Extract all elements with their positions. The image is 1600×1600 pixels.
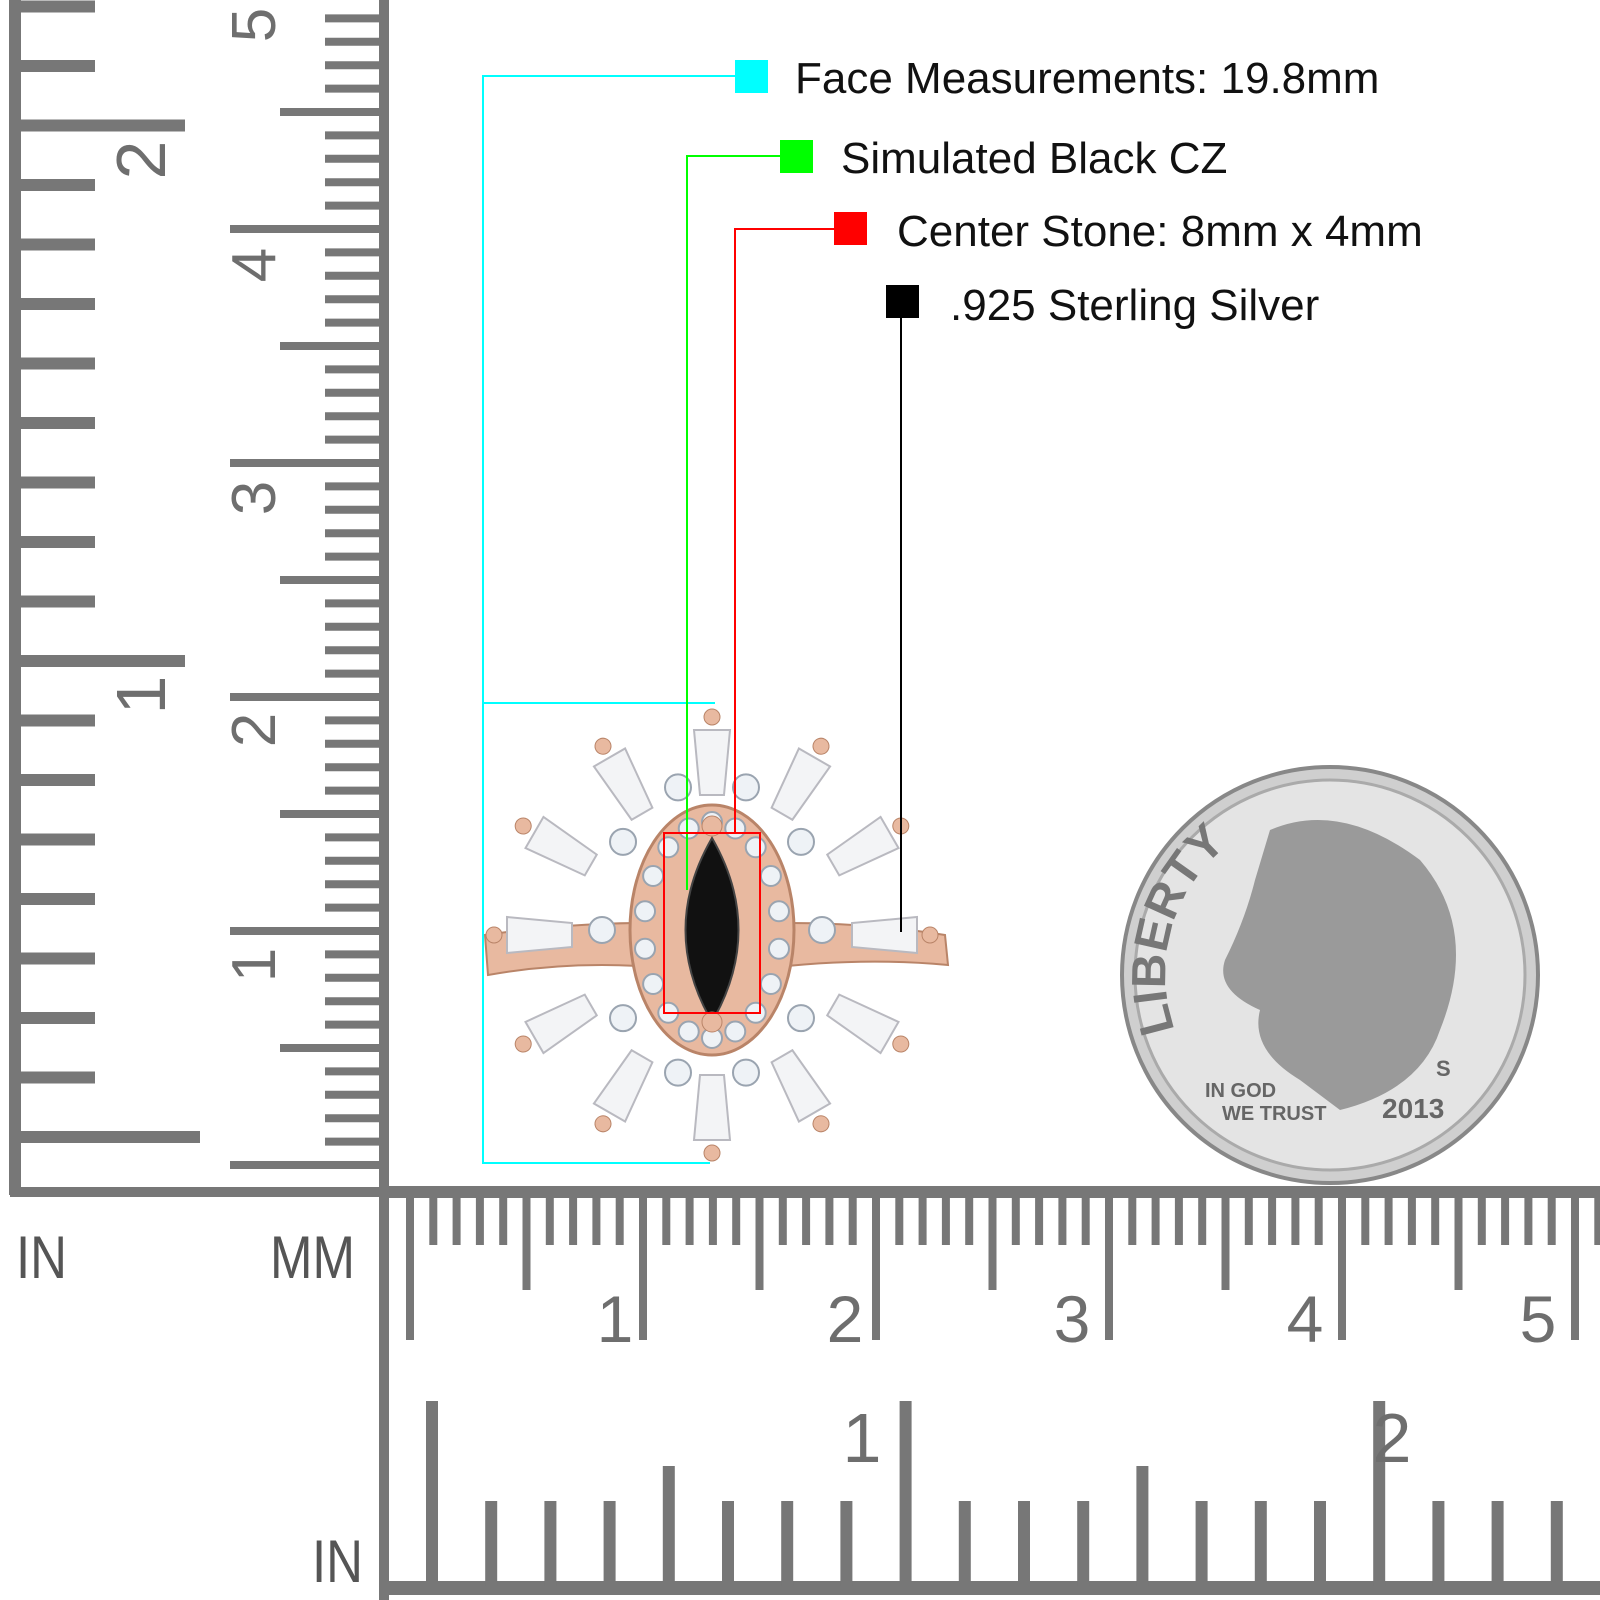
prong: [701, 815, 723, 837]
prong: [594, 1115, 612, 1133]
cm-tick-label: 5: [220, 8, 289, 42]
cm-tick-label: 3: [220, 481, 289, 515]
cm-tick-label: 2: [827, 1282, 864, 1356]
halo-stone: [634, 937, 657, 960]
accent-stone: [664, 773, 693, 802]
cm-tick-label: 1: [597, 1282, 634, 1356]
baguette-facet: [506, 915, 573, 955]
baguette-facet: [524, 993, 599, 1055]
baguette-facet: [592, 1048, 654, 1123]
baguette-facet: [770, 747, 832, 822]
cm-tick-label: 3: [1054, 1282, 1091, 1356]
cm-tick-label: 4: [220, 248, 289, 282]
prong: [921, 926, 939, 944]
inch-unit-label-bottom: IN: [312, 1528, 363, 1595]
accent-stone: [731, 773, 760, 802]
prong: [812, 1115, 830, 1133]
baguette-facet: [825, 815, 900, 877]
stone-type-swatch: [780, 140, 813, 173]
cm-tick-label: 4: [1287, 1282, 1324, 1356]
halo-stone: [634, 900, 657, 923]
prong: [812, 737, 830, 755]
accent-stone: [588, 916, 616, 944]
cm-tick-label: 5: [1520, 1282, 1557, 1356]
center-stone-line: [734, 228, 834, 833]
prong: [514, 1035, 532, 1053]
face-measurement-swatch: [735, 60, 768, 93]
coin-motto-text: IN GOD: [1205, 1080, 1276, 1102]
accent-stone: [609, 827, 638, 856]
center-stone-label: Center Stone: 8mm x 4mm: [897, 207, 1423, 256]
baguette-stone: [770, 1048, 832, 1133]
baguette-facet: [692, 729, 732, 796]
metal-swatch: [886, 285, 919, 318]
halo-stone: [767, 900, 790, 923]
prong: [514, 817, 532, 835]
baguette-stone: [592, 737, 654, 822]
prong: [892, 1035, 910, 1053]
accent-stone: [664, 1058, 693, 1087]
inch-tick-label: 1: [102, 676, 180, 715]
baguette-facet: [692, 1074, 732, 1141]
inch-unit-label-left: IN: [16, 1224, 67, 1291]
baguette-stone: [514, 993, 599, 1055]
baguette-facet: [825, 993, 900, 1055]
face-measurement-line: [482, 75, 735, 1164]
metal-label: .925 Sterling Silver: [950, 281, 1320, 330]
accent-stone: [786, 1004, 815, 1033]
face-measurement-label: Face Measurements: 19.8mm: [795, 54, 1380, 103]
accent-stone: [731, 1058, 760, 1087]
baguette-stone: [825, 993, 910, 1055]
baguette-facet: [770, 1048, 832, 1123]
baguette-stone: [770, 737, 832, 822]
accent-stone: [786, 827, 815, 856]
halo-stone: [677, 1020, 700, 1043]
baguette-facet: [524, 815, 599, 877]
baguette-stone: [692, 1074, 732, 1162]
baguette-stone: [485, 915, 573, 955]
coin-mint-mark: S: [1436, 1056, 1451, 1081]
cm-tick-label: 1: [220, 948, 289, 982]
coin-motto-text: WE TRUST: [1222, 1103, 1326, 1125]
prong: [703, 708, 721, 726]
mm-unit-label: MM: [270, 1224, 355, 1291]
baguette-stone: [514, 815, 599, 877]
center-stone-box: [663, 832, 761, 1014]
halo-stone: [767, 937, 790, 960]
prong: [703, 1144, 721, 1162]
prong: [594, 737, 612, 755]
prong: [485, 926, 503, 944]
accent-stone: [808, 916, 836, 944]
center-stone-swatch: [834, 212, 867, 245]
baguette-stone: [692, 708, 732, 796]
baguette-facet: [592, 747, 654, 822]
cm-tick-label: 2: [220, 713, 289, 747]
halo-stone: [724, 1020, 747, 1043]
stone-type-line: [686, 155, 780, 890]
inch-tick-label: 2: [102, 141, 180, 180]
roosevelt-profile: [1223, 820, 1456, 1110]
accent-stone: [609, 1004, 638, 1033]
inch-tick-label: 2: [1373, 1399, 1412, 1477]
stone-type-label: Simulated Black CZ: [841, 134, 1228, 183]
baguette-stone: [592, 1048, 654, 1133]
coin-year-text: 2013: [1382, 1093, 1444, 1124]
inch-tick-label: 1: [843, 1399, 882, 1477]
